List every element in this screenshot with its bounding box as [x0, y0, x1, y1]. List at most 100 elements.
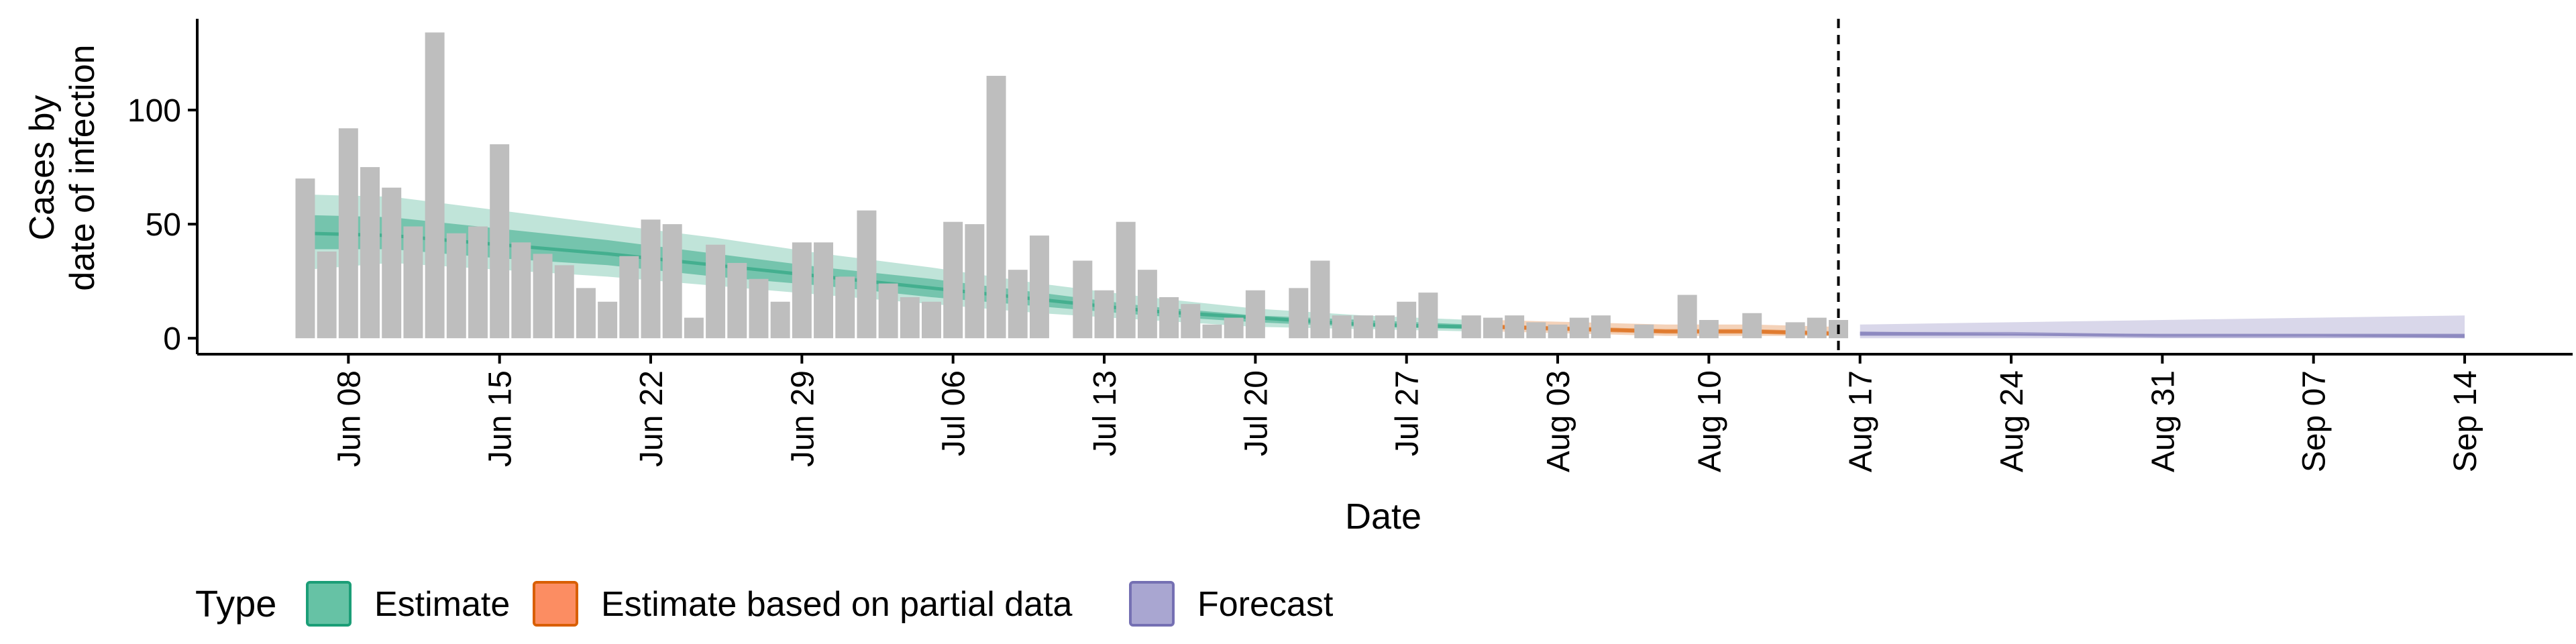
case-bar [1634, 324, 1654, 339]
case-bar [986, 76, 1006, 339]
x-tick-label: Aug 10 [1692, 370, 1727, 472]
case-bar [360, 167, 380, 339]
case-bar [338, 128, 358, 339]
case-bar [965, 224, 985, 339]
x-axis-ticks: Jun 08 Jun 15 Jun 22 Jun 29 Jul 06 Jul 13 Jul … [331, 354, 2483, 472]
case-bar [641, 219, 661, 339]
case-bar [295, 178, 315, 339]
case-bar [1699, 319, 1719, 339]
case-bar [1483, 317, 1503, 339]
case-bar [814, 242, 834, 339]
case-bar [1073, 260, 1093, 339]
x-tick-label: Aug 03 [1541, 370, 1576, 472]
case-bar [1548, 324, 1568, 339]
case-bar [446, 233, 466, 339]
case-bar [403, 226, 423, 339]
case-bar [749, 278, 769, 339]
case-bar [1785, 322, 1805, 339]
case-bar [878, 283, 898, 339]
reported-case-bars [295, 32, 1848, 339]
case-bar [1375, 315, 1395, 339]
case-bar [1181, 304, 1201, 339]
case-bar [554, 265, 574, 339]
case-bar [1591, 315, 1611, 339]
case-bar [1461, 315, 1481, 339]
case-bar [576, 288, 596, 339]
x-tick-label: Jul 06 [936, 370, 972, 456]
case-bar [1245, 290, 1265, 339]
x-tick-label: Aug 31 [2145, 370, 2181, 472]
y-axis-title-line-1: Cases by [23, 95, 62, 241]
estimate-band-50 [305, 215, 1472, 329]
x-tick-label: Aug 17 [1843, 370, 1879, 472]
case-bar [706, 244, 726, 339]
case-bar [1397, 301, 1417, 339]
case-bar [619, 256, 639, 339]
legend-swatch [533, 581, 578, 627]
case-bar [857, 210, 877, 339]
case-bar [900, 297, 920, 339]
case-bar [684, 317, 704, 339]
case-bar [1094, 290, 1114, 339]
case-bar [490, 144, 510, 339]
forecast-median-line [1860, 331, 2465, 338]
case-bar [1289, 288, 1309, 339]
legend-swatch [306, 581, 352, 627]
legend-label: Estimate [374, 585, 510, 624]
case-bar [943, 221, 963, 339]
x-tick-label: Jul 13 [1087, 370, 1123, 456]
y-tick-label: 0 [163, 321, 181, 357]
case-bar [1008, 270, 1028, 339]
case-bar [1310, 260, 1330, 339]
case-bar [1807, 317, 1827, 339]
case-bar [1029, 235, 1049, 339]
y-axis-ticks: 0 50 100 [127, 93, 197, 357]
estimate-band-90 [305, 194, 1472, 331]
case-bar [770, 301, 790, 339]
case-bar [382, 187, 402, 339]
x-tick-label: Jun 22 [634, 370, 669, 467]
case-bar [425, 32, 445, 339]
case-bar [511, 242, 531, 339]
case-bar [1137, 270, 1157, 339]
case-bar [598, 301, 618, 339]
legend-label: Forecast [1197, 585, 1334, 624]
x-tick-label: Sep 14 [2448, 370, 2483, 472]
case-bar [1224, 317, 1244, 339]
y-axis-title-line-2: date of infection [63, 44, 102, 290]
case-bar [922, 301, 941, 339]
case-bar [468, 226, 488, 339]
x-tick-label: Aug 24 [1994, 370, 2030, 472]
case-bar [317, 251, 337, 339]
y-tick-label: 100 [127, 93, 181, 129]
case-bar [1505, 315, 1525, 339]
x-axis-title: Date [1345, 496, 1421, 537]
case-bar [1526, 322, 1546, 339]
case-bar [1202, 324, 1222, 339]
legend-title: Type [195, 582, 276, 625]
x-tick-label: Jun 29 [785, 370, 820, 467]
case-bar [1569, 317, 1589, 339]
case-bar [727, 262, 747, 339]
case-bar [1116, 221, 1136, 339]
legend-swatch [1129, 581, 1175, 627]
case-bar [1418, 292, 1438, 339]
x-tick-label: Jun 15 [483, 370, 519, 467]
case-bar [792, 242, 812, 339]
case-bar [1159, 297, 1179, 339]
legend: Type Estimate Estimate based on partial d… [195, 581, 1334, 627]
case-bar [662, 224, 682, 339]
legend-label: Estimate based on partial data [601, 585, 1073, 624]
x-tick-label: Jun 08 [331, 370, 367, 467]
axes: 0 50 100 Jun 08 Jun 15 Jun 22 Jun 29 Jul 06 Jul… [127, 19, 2573, 472]
x-tick-label: Jul 20 [1238, 370, 1274, 456]
case-bar [835, 276, 855, 339]
case-bar [1677, 294, 1697, 339]
case-bar [533, 254, 553, 339]
case-bar [1742, 313, 1762, 339]
x-tick-label: Jul 27 [1390, 370, 1426, 456]
x-tick-label: Sep 07 [2297, 370, 2332, 472]
y-tick-label: 50 [146, 207, 181, 243]
case-bar [1332, 315, 1352, 339]
